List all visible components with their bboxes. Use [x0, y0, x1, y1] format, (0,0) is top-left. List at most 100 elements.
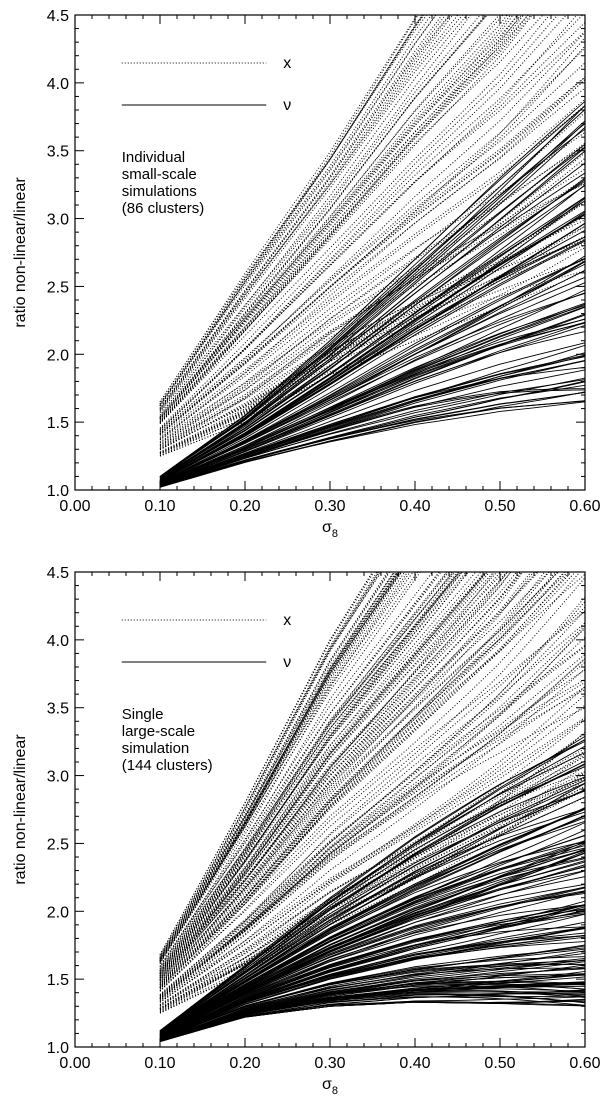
x-curve [159, 15, 578, 430]
nu-curve [159, 926, 585, 1039]
x-curve [159, 572, 491, 978]
nu-curve [159, 904, 585, 1038]
nu-curve [159, 260, 585, 483]
x-tick-label: 0.00 [59, 498, 90, 515]
x-curve [159, 246, 585, 455]
nu-curve [159, 909, 585, 1039]
y-tick-label: 2.0 [47, 904, 69, 921]
x-curve [159, 131, 585, 440]
x-curve [159, 573, 585, 991]
chart-panel-1: 0.00 0.10 0.20 0.30 0.40 0.50 0.60 1.0 1.5 2.0 2.5… [12, 8, 601, 540]
y-axis-label: ratio non-linear/linear [12, 734, 29, 885]
series-nu-group [159, 100, 585, 488]
nu-curve [159, 886, 585, 1037]
x-tick-label: 0.60 [569, 498, 600, 515]
x-tick-label: 0.10 [144, 1055, 175, 1072]
x-curve [159, 572, 477, 979]
x-axis-label-subscript: 8 [332, 1085, 338, 1097]
nu-curve [159, 935, 585, 1040]
nu-curve [159, 1001, 585, 1042]
nu-curve [159, 976, 585, 1042]
nu-curve [159, 306, 585, 485]
nu-curve [159, 344, 585, 486]
x-curve [159, 15, 447, 410]
x-tick-label: 0.40 [399, 498, 430, 515]
x-curve [159, 572, 402, 961]
nu-curve [159, 126, 585, 478]
x-curve [159, 15, 425, 407]
nu-curve [159, 210, 585, 482]
x-curve [159, 694, 585, 1003]
x-curve [159, 15, 525, 422]
x-curve [159, 572, 523, 981]
x-curve [159, 79, 585, 434]
x-curve [159, 572, 539, 985]
nu-curve [159, 905, 585, 1038]
x-curve [159, 572, 482, 975]
x-axis-label: σ8 [322, 1076, 338, 1097]
x-tick-label: 0.50 [484, 1055, 515, 1072]
y-tick-label: 2.0 [47, 347, 69, 364]
y-tick-label: 1.0 [47, 1040, 69, 1057]
x-tick-label: 0.30 [314, 1055, 345, 1072]
x-curve [159, 15, 584, 431]
x-curve [159, 15, 488, 419]
x-curve [159, 15, 523, 420]
x-curve [159, 15, 443, 409]
legend-label-x: x [283, 55, 291, 72]
x-curve [159, 200, 585, 450]
x-axis: 0.00 0.10 0.20 0.30 0.40 0.50 0.60 [59, 572, 601, 1072]
nu-curve [159, 852, 585, 1037]
nu-curve [159, 179, 585, 480]
x-curve [159, 610, 585, 995]
nu-curve [159, 829, 585, 1036]
x-curve [159, 244, 585, 455]
x-curve [159, 572, 448, 973]
x-curve [159, 577, 585, 991]
y-axis-label: ratio non-linear/linear [12, 177, 29, 328]
x-curve [159, 15, 567, 431]
x-curve [159, 270, 585, 457]
nu-curve [159, 105, 585, 478]
x-curve [159, 572, 391, 961]
x-tick-label: 0.40 [399, 1055, 430, 1072]
nu-curve [159, 240, 585, 483]
x-curve [159, 572, 467, 976]
x-curve [159, 786, 585, 1010]
x-curve [159, 37, 585, 435]
x-curve [159, 661, 585, 998]
x-curve [159, 572, 440, 972]
y-tick-label: 2.5 [47, 836, 69, 853]
x-curve [159, 572, 411, 968]
nu-curve [159, 776, 585, 1033]
nu-curve [159, 890, 585, 1038]
x-curve [159, 15, 428, 405]
y-tick-label: 3.0 [47, 769, 69, 786]
x-curve [159, 750, 585, 1012]
nu-curve [159, 122, 585, 478]
x-curve [159, 572, 461, 974]
nu-curve [159, 760, 585, 1033]
nu-curve [159, 944, 585, 1040]
annotation-line: (144 clusters) [122, 757, 213, 774]
x-curve [159, 572, 399, 962]
x-curve [159, 572, 570, 989]
y-tick-label: 4.0 [47, 633, 69, 650]
nu-curve [159, 384, 585, 488]
nu-curve [159, 963, 585, 1041]
x-tick-label: 0.20 [229, 1055, 260, 1072]
x-curve [159, 15, 559, 429]
annotation-line: Individual [122, 149, 185, 166]
x-curve [159, 15, 529, 423]
x-curve [159, 15, 532, 424]
x-curve [159, 15, 522, 423]
y-tick-label: 1.5 [47, 972, 69, 989]
x-curve [159, 15, 418, 403]
x-curve [159, 572, 402, 960]
x-curve [159, 596, 585, 995]
nu-curve [159, 100, 585, 477]
x-curve [159, 686, 585, 1003]
